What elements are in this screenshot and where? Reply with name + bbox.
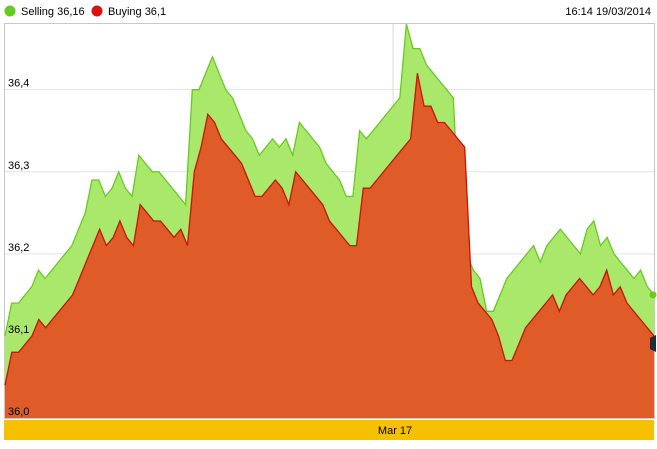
legend-label-selling: Selling 36,16 bbox=[21, 6, 85, 18]
y-tick-label: 36,3 bbox=[8, 160, 29, 172]
x-tick-label-mar-17: Mar 17 bbox=[378, 425, 412, 437]
x-axis-band bbox=[4, 420, 654, 440]
marker-selling-last bbox=[649, 291, 657, 299]
legend-marker-buying bbox=[91, 5, 103, 17]
timestamp: 16:14 19/03/2014 bbox=[565, 6, 651, 18]
legend-label-buying: Buying 36,1 bbox=[108, 6, 166, 18]
legend-marker-selling bbox=[4, 5, 16, 17]
line-buying bbox=[4, 73, 655, 386]
line-selling bbox=[4, 23, 655, 337]
series-areas bbox=[4, 23, 657, 418]
scroll-handle[interactable] bbox=[650, 335, 656, 352]
y-tick-label: 36,4 bbox=[8, 78, 29, 90]
y-tick-label: 36,1 bbox=[8, 324, 29, 336]
y-tick-label: 36,2 bbox=[8, 242, 29, 254]
legend: Selling 36,16 Buying 36,1 bbox=[4, 5, 166, 18]
area-buying bbox=[5, 73, 654, 418]
y-tick-label: 36,0 bbox=[8, 406, 29, 418]
y-axis: 36,0 36,1 36,2 36,3 36,4 bbox=[8, 78, 29, 418]
